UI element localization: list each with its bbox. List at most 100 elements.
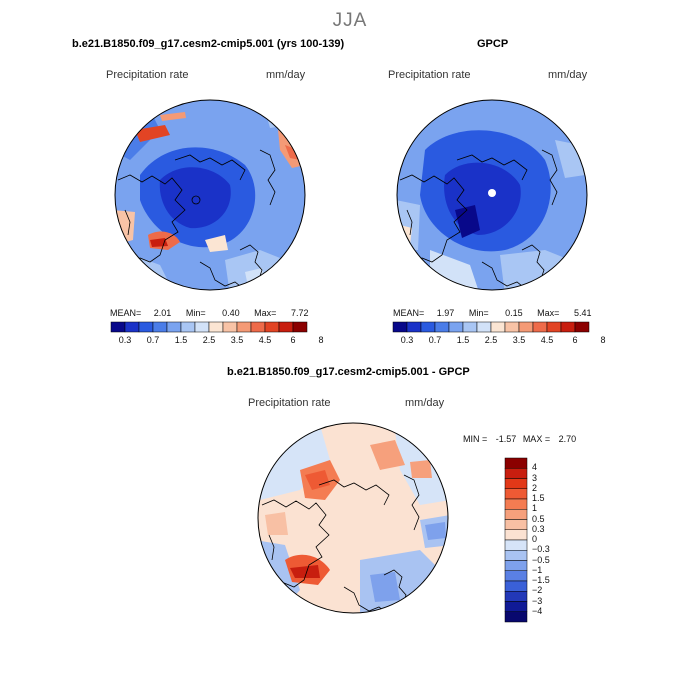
colorbar-diff-tick-label: −1 xyxy=(532,564,543,575)
colorbar1-tick-label: 8 xyxy=(318,335,324,345)
colorbar1-swatch xyxy=(138,321,154,333)
colorbar-diff-swatch xyxy=(504,529,528,541)
colorbar-diff-swatch xyxy=(504,488,528,500)
colorbar-diff-swatch xyxy=(504,468,528,479)
colorbar-diff-swatch xyxy=(504,498,528,510)
panel2-max-label: Max= xyxy=(537,308,560,318)
colorbar2-swatch xyxy=(476,321,492,333)
colorbar-diff-tick-label: 0.3 xyxy=(532,523,545,534)
colorbar2-tick-label: 1.5 xyxy=(456,335,470,345)
colorbar2-tick-label: 3.5 xyxy=(512,335,526,345)
colorbar1-swatch xyxy=(194,321,210,333)
colorbar-diff-swatch xyxy=(504,591,528,602)
colorbar2-tick-label: 4.5 xyxy=(540,335,554,345)
panel1-subtitle-right: mm/day xyxy=(266,69,306,81)
colorbar-diff-swatch xyxy=(504,550,528,561)
map-difference xyxy=(258,423,448,613)
colorbar1-swatch xyxy=(222,321,238,333)
colorbar-diff-swatch xyxy=(504,570,528,582)
panel2-subtitle-right: mm/day xyxy=(548,69,588,81)
panel1-title: b.e21.B1850.f09_g17.cesm2-cmip5.001 (yrs… xyxy=(72,38,345,50)
colorbar1-swatch xyxy=(250,321,266,333)
panel1-mean-label: MEAN= xyxy=(110,308,142,318)
colorbar-diff-tick-label: −4 xyxy=(532,605,543,616)
colorbar-diff-swatch xyxy=(504,478,528,489)
colorbar2-swatch xyxy=(574,321,590,333)
colorbar-diff-swatch xyxy=(504,509,528,520)
colorbar1-tick-label: 2.5 xyxy=(202,335,216,345)
colorbar1-tick-label: 6 xyxy=(290,335,296,345)
panel1-subtitle-left: Precipitation rate xyxy=(106,69,189,81)
panel2-subtitle-left: Precipitation rate xyxy=(388,69,471,81)
colorbar-diff-tick-label: 3 xyxy=(532,472,538,483)
panel3-subtitle-right: mm/day xyxy=(405,397,445,409)
colorbar-diff-tick-label: 0.5 xyxy=(532,513,545,524)
colorbar1-swatch xyxy=(124,321,140,333)
panel2-min-value: 0.15 xyxy=(505,308,523,318)
colorbar2-swatch xyxy=(490,321,506,333)
map-model-precip xyxy=(115,100,305,290)
colorbar-diff xyxy=(504,457,528,623)
panel3-stats: MIN = -1.57 MAX = 2.70 xyxy=(463,434,576,444)
colorbar2-tick-label: 6 xyxy=(572,335,578,345)
colorbar2-swatch xyxy=(504,321,520,333)
colorbar1-tick-label: 0.3 xyxy=(118,335,132,345)
colorbar2-tick-label: 0.7 xyxy=(428,335,442,345)
panel1-max-value: 7.72 xyxy=(290,308,309,318)
colorbar-diff-tick-label: 1 xyxy=(532,503,538,514)
colorbar-diff-swatch xyxy=(504,580,528,592)
panel1-stats: MEAN= 2.01 Min= 0.40 Max= 7.72 xyxy=(110,308,308,318)
panel3-min-label: MIN = xyxy=(463,434,488,444)
colorbar2-swatch xyxy=(392,321,408,333)
colorbar2-swatch xyxy=(546,321,562,333)
colorbar2-swatch xyxy=(406,321,422,333)
colorbar1-swatch xyxy=(292,321,308,333)
colorbar1-tick-label: 3.5 xyxy=(230,335,244,345)
colorbar-diff-tick-label: −0.3 xyxy=(532,544,550,555)
colorbar-diff-swatch xyxy=(504,519,528,530)
colorbar1-swatch xyxy=(236,321,252,333)
map2-border xyxy=(396,99,588,291)
colorbar-diff-tick-label: −3 xyxy=(532,595,543,606)
colorbar2-swatch xyxy=(518,321,534,333)
colorbar2 xyxy=(392,321,590,333)
colorbar2-tick-label: 2.5 xyxy=(484,335,498,345)
colorbar-diff-swatch xyxy=(504,539,528,551)
panel2-stats: MEAN= 1.97 Min= 0.15 Max= 5.41 xyxy=(393,308,591,318)
panel1-min-value: 0.40 xyxy=(222,308,240,318)
map1-border xyxy=(114,99,306,291)
colorbar2-swatch xyxy=(560,321,576,333)
colorbar1-tick-label: 0.7 xyxy=(146,335,160,345)
colorbar-diff-swatch xyxy=(504,601,528,612)
colorbar2-tick-label: 0.3 xyxy=(400,335,414,345)
colorbar-diff-tick-label: 1.5 xyxy=(532,493,545,503)
panel1-max-label: Max= xyxy=(254,308,277,318)
colorbar1-swatch xyxy=(278,321,294,333)
colorbar2-swatch xyxy=(448,321,464,333)
colorbar1-swatch xyxy=(208,321,224,333)
panel3-min-value: -1.57 xyxy=(495,434,517,444)
colorbar2-tick-label: 8 xyxy=(600,335,606,345)
season-title: JJA xyxy=(332,10,368,31)
colorbar-diff-tick-label: −1.5 xyxy=(532,575,550,585)
colorbar1-tick-label: 1.5 xyxy=(174,335,188,345)
colorbar1-swatch xyxy=(264,321,280,333)
colorbar-diff-swatch xyxy=(504,560,528,571)
colorbar1-swatch xyxy=(180,321,196,333)
colorbar2-swatch xyxy=(420,321,436,333)
panel2-min-label: Min= xyxy=(468,308,489,318)
colorbar2-swatch xyxy=(434,321,450,333)
panel3-subtitle-left: Precipitation rate xyxy=(248,397,331,409)
panel3-max-value: 2.70 xyxy=(558,434,577,444)
colorbar-diff-tick-label: −0.5 xyxy=(532,554,550,565)
map-gpcp-precip xyxy=(397,100,587,290)
colorbar-diff-tick-label: −2 xyxy=(532,585,543,596)
panel2-max-value: 5.41 xyxy=(573,308,592,318)
colorbar1-tick-label: 4.5 xyxy=(258,335,272,345)
panel1-mean-value: 2.01 xyxy=(153,308,172,318)
colorbar1-swatch xyxy=(166,321,182,333)
colorbar2-swatch xyxy=(462,321,478,333)
panel2-mean-label: MEAN= xyxy=(393,308,425,318)
colorbar-diff-swatch xyxy=(504,457,528,469)
